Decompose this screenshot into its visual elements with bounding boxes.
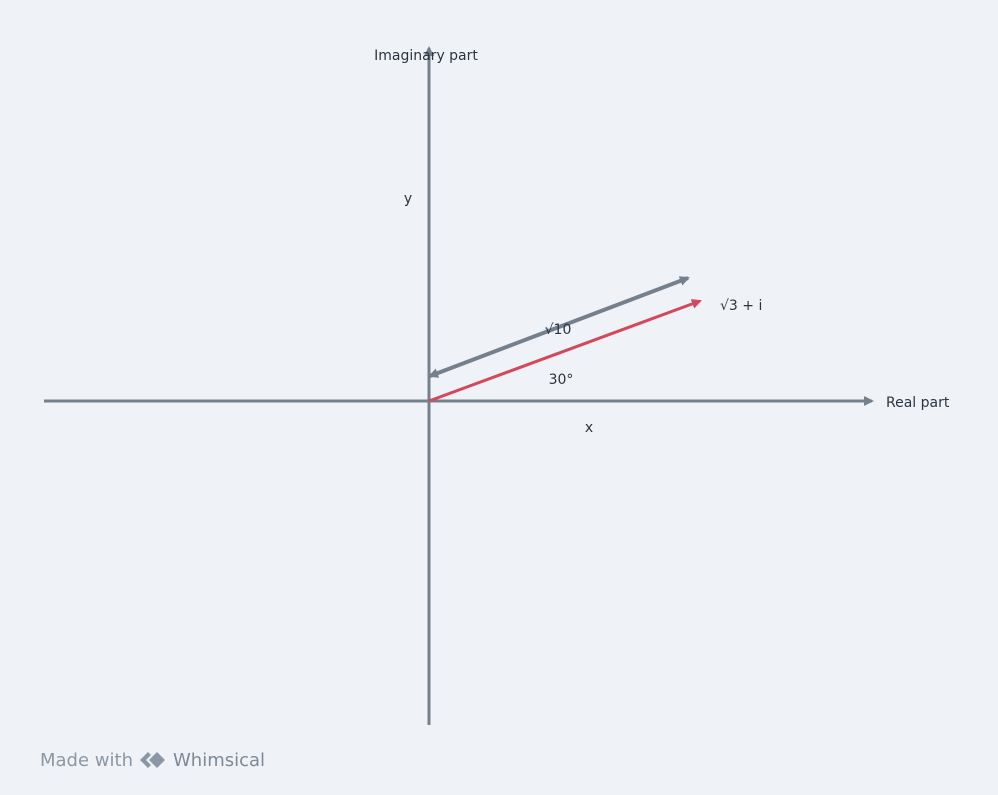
vector-label: √3 + i bbox=[720, 298, 762, 314]
whimsical-logo-icon bbox=[139, 751, 167, 769]
angle-label: 30° bbox=[549, 372, 574, 388]
made-with-text: Made with bbox=[40, 749, 133, 771]
magnitude-arrow bbox=[428, 276, 690, 378]
y-label: y bbox=[404, 191, 412, 207]
complex-vector bbox=[428, 299, 702, 403]
whimsical-brand-text: Whimsical bbox=[172, 749, 266, 771]
real-axis-label: Real part bbox=[886, 395, 950, 411]
imaginary-axis-label: Imaginary part bbox=[374, 48, 478, 64]
x-label: x bbox=[585, 420, 593, 436]
made-with-whimsical-badge[interactable]: Made with Whimsical bbox=[40, 748, 265, 772]
magnitude-label: √10 bbox=[545, 322, 572, 338]
